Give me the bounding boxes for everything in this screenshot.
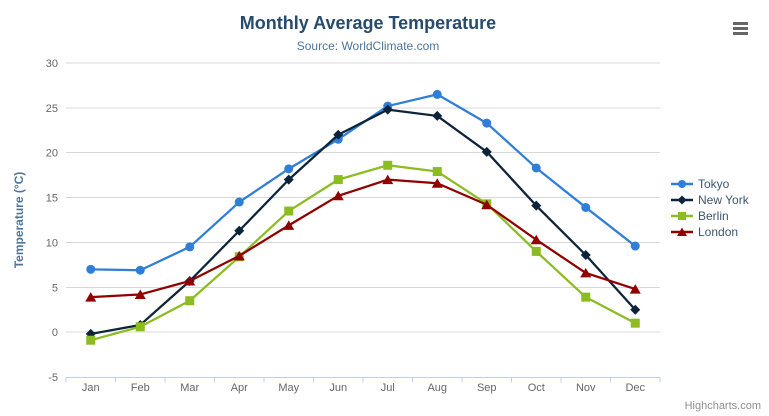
hamburger-menu-icon <box>733 22 748 25</box>
x-axis-label-sep: Sep <box>477 382 497 394</box>
y-axis-label: 0 <box>52 327 58 339</box>
point-london-apr[interactable] <box>233 250 245 261</box>
legend-marker-shape <box>678 212 686 220</box>
legend-marker-circle-icon <box>671 180 693 188</box>
point-tokyo-aug[interactable] <box>432 89 442 99</box>
x-axis-label-feb: Feb <box>131 382 150 394</box>
x-axis-label-dec: Dec <box>625 382 645 394</box>
point-new-york-jun[interactable] <box>333 129 344 140</box>
point-berlin-mar[interactable] <box>185 296 195 306</box>
legend-label: Tokyo <box>698 177 730 191</box>
point-berlin-jun[interactable] <box>333 175 343 185</box>
point-berlin-dec[interactable] <box>630 318 640 328</box>
x-axis-label-apr: Apr <box>231 382 248 394</box>
series-line-london <box>89 178 637 299</box>
point-london-may[interactable] <box>283 220 295 230</box>
x-axis-label-may: May <box>278 382 299 394</box>
point-new-york-aug[interactable] <box>432 110 443 121</box>
y-axis-label: 25 <box>46 103 58 115</box>
point-london-dec[interactable] <box>629 284 641 294</box>
point-berlin-jul[interactable] <box>383 160 393 170</box>
legend-marker-shape <box>678 180 686 188</box>
point-tokyo-nov[interactable] <box>581 202 591 212</box>
legend: Tokyo New York Berlin London <box>670 176 749 240</box>
point-berlin-feb[interactable] <box>135 322 145 332</box>
legend-marker-diamond-icon <box>671 195 693 205</box>
point-london-aug[interactable] <box>431 178 443 188</box>
point-new-york-oct[interactable] <box>531 200 542 211</box>
point-london-sep[interactable] <box>481 199 493 210</box>
x-axis-label-jan: Jan <box>82 382 100 394</box>
point-london-nov[interactable] <box>580 267 592 278</box>
y-axis-title: Temperature (°C) <box>12 171 26 269</box>
credits-link[interactable]: Highcharts.com <box>684 400 761 412</box>
y-axis-label: 30 <box>46 58 58 70</box>
legend-marker-triangle-icon <box>671 227 693 236</box>
point-new-york-nov[interactable] <box>580 249 591 260</box>
point-new-york-jul[interactable] <box>382 104 393 115</box>
point-new-york-sep[interactable] <box>481 146 492 157</box>
legend-marker-shape <box>677 195 687 205</box>
y-axis-label: 10 <box>46 237 58 249</box>
legend-label: New York <box>698 193 749 207</box>
hamburger-menu-icon <box>733 32 748 35</box>
point-london-jan[interactable] <box>85 292 97 302</box>
point-london-jun[interactable] <box>332 190 344 201</box>
point-london-jul[interactable] <box>382 174 394 185</box>
point-new-york-dec[interactable] <box>630 304 641 315</box>
point-berlin-aug[interactable] <box>432 167 442 177</box>
point-berlin-nov[interactable] <box>581 292 591 302</box>
series-line-new-york <box>89 108 637 336</box>
legend-label: Berlin <box>698 209 729 223</box>
point-london-feb[interactable] <box>134 289 146 299</box>
series-line-berlin <box>89 164 637 342</box>
point-tokyo-jan[interactable] <box>86 264 96 274</box>
point-berlin-oct[interactable] <box>531 246 541 256</box>
x-axis-label-mar: Mar <box>180 382 199 394</box>
point-tokyo-sep[interactable] <box>482 118 492 128</box>
point-tokyo-feb[interactable] <box>135 265 145 275</box>
point-tokyo-apr[interactable] <box>234 197 244 207</box>
y-axis-label: -5 <box>48 372 58 384</box>
point-tokyo-oct[interactable] <box>531 163 541 173</box>
point-london-mar[interactable] <box>184 276 196 286</box>
y-axis-label: 20 <box>46 148 58 160</box>
legend-label: London <box>698 225 739 239</box>
point-new-york-may[interactable] <box>283 174 294 185</box>
point-berlin-may[interactable] <box>284 206 294 216</box>
hamburger-menu-icon <box>733 27 748 30</box>
y-axis-label: 5 <box>52 282 58 294</box>
x-axis-label-jul: Jul <box>381 382 395 394</box>
point-tokyo-mar[interactable] <box>185 242 195 252</box>
point-new-york-apr[interactable] <box>234 225 245 236</box>
x-axis-label-aug: Aug <box>427 382 447 394</box>
x-axis-label-jun: Jun <box>329 382 347 394</box>
point-berlin-jan[interactable] <box>86 335 96 345</box>
y-axis-label: 15 <box>46 193 58 205</box>
legend-item-berlin[interactable]: Berlin <box>670 208 749 224</box>
series-line-tokyo <box>89 93 637 272</box>
point-tokyo-may[interactable] <box>284 164 294 174</box>
x-axis-label-nov: Nov <box>576 382 596 394</box>
legend-marker-shape <box>677 227 687 236</box>
context-menu-button[interactable] <box>728 17 753 40</box>
x-axis-label-oct: Oct <box>528 382 545 394</box>
legend-marker-square-icon <box>671 212 693 220</box>
point-london-oct[interactable] <box>530 234 542 245</box>
legend-item-new-york[interactable]: New York <box>670 192 749 208</box>
legend-item-tokyo[interactable]: Tokyo <box>670 176 749 192</box>
point-tokyo-dec[interactable] <box>630 241 640 251</box>
legend-item-london[interactable]: London <box>670 224 749 240</box>
